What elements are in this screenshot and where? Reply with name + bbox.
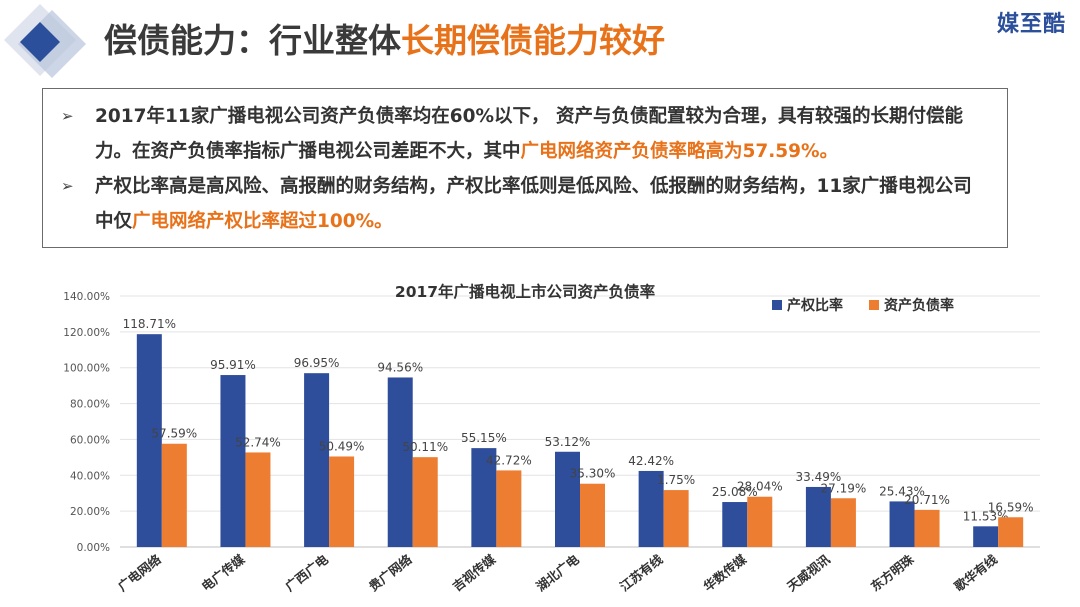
bar-equity-ratio — [555, 451, 580, 547]
bar-equity-ratio — [722, 502, 748, 547]
legend-label-2: 资产负债率 — [884, 297, 954, 314]
bar-equity-ratio — [638, 470, 664, 547]
y-tick-label: 0.00% — [77, 542, 110, 554]
x-tick-label: 贵广网络 — [366, 551, 415, 594]
bullet-1: ➢ 2017年11家广播电视公司资产负债率均在60%以下， 资产与负债配置较为合… — [61, 99, 989, 169]
bar-equity-ratio — [471, 448, 497, 547]
y-tick-label: 40.00% — [70, 470, 110, 482]
bullet-arrow-icon: ➢ — [61, 107, 74, 125]
bar-equity-ratio — [220, 375, 246, 547]
page-title: 偿债能力：行业整体长期偿债能力较好 — [104, 14, 665, 62]
x-tick-label: 江苏有线 — [617, 551, 666, 594]
data-label: 118.71% — [123, 317, 176, 331]
data-label: 96.95% — [294, 356, 340, 370]
bullet-2-text: 产权比率高是高风险、高报酬的财务结构，产权比率低则是低风险、低报酬的财务结构，1… — [95, 176, 972, 232]
bullet-arrow-icon: ➢ — [61, 177, 74, 195]
bar-debt-ratio — [830, 498, 856, 547]
data-label: 1.75% — [657, 473, 695, 487]
data-label: 25.43% — [879, 484, 925, 498]
data-label: 27.19% — [821, 481, 867, 495]
y-tick-label: 20.00% — [70, 506, 110, 518]
bar-debt-ratio — [161, 443, 187, 547]
bar-debt-ratio — [496, 470, 522, 547]
x-tick-label: 湖北广电 — [533, 551, 582, 594]
bar-chart: 0.00% 20.00% 40.00% 60.00% 80.00% 100.00% 120.… — [63, 282, 1040, 594]
bar-equity-ratio — [805, 486, 831, 547]
bar-equity-ratio — [889, 501, 915, 547]
bar-debt-ratio — [580, 483, 605, 547]
data-label: 35.30% — [570, 467, 616, 481]
data-label: 52.74% — [235, 435, 281, 449]
data-label: 11.53% — [963, 509, 1009, 523]
brand-logo: 媒至酷 — [996, 12, 1066, 37]
bar-equity-ratio — [136, 334, 162, 547]
data-label: 33.49% — [796, 470, 842, 484]
bar-debt-ratio — [412, 457, 438, 547]
bar-debt-ratio — [914, 509, 940, 547]
bullet-2: ➢ 产权比率高是高风险、高报酬的财务结构，产权比率低则是低风险、低报酬的财务结构… — [61, 169, 989, 239]
logo-diamonds-icon — [4, 4, 86, 78]
data-label: 57.59% — [151, 427, 197, 441]
data-label: 42.42% — [628, 454, 674, 468]
bar-debt-ratio — [747, 496, 773, 547]
bullet-1-text: 2017年11家广播电视公司资产负债率均在60%以下， 资产与负债配置较为合理，… — [95, 106, 963, 162]
legend-swatch-1 — [772, 300, 782, 310]
data-label: 20.71% — [904, 493, 950, 507]
summary-box: ➢ 2017年11家广播电视公司资产负债率均在60%以下， 资产与负债配置较为合… — [42, 88, 1008, 248]
data-label: 95.91% — [210, 358, 256, 372]
bar-debt-ratio — [663, 490, 689, 547]
data-label: 55.15% — [461, 431, 507, 445]
y-tick-label: 140.00% — [63, 291, 110, 303]
data-label: 25.08% — [712, 485, 758, 499]
data-label: 16.59% — [988, 500, 1034, 514]
data-label: 53.12% — [545, 435, 591, 449]
bar-debt-ratio — [998, 517, 1024, 547]
x-tick-label: 华数传媒 — [700, 551, 749, 594]
bar-debt-ratio — [329, 456, 355, 547]
data-label: 50.49% — [319, 439, 365, 453]
bar-equity-ratio — [304, 373, 330, 547]
legend-label-1: 产权比率 — [787, 297, 843, 314]
data-label: 94.56% — [377, 360, 423, 374]
x-tick-label: 歌华有线 — [951, 551, 1000, 594]
y-tick-label: 60.00% — [70, 434, 110, 446]
data-label: 50.11% — [402, 440, 448, 454]
bar-equity-ratio — [973, 526, 999, 547]
y-tick-label: 100.00% — [63, 363, 110, 375]
x-tick-label: 广西广电 — [282, 551, 331, 594]
x-tick-label: 电广传媒 — [199, 551, 248, 594]
title-prefix: 偿债能力：行业整体 — [104, 21, 401, 60]
bullet-2-highlight: 广电网络产权比率超过100%。 — [132, 211, 393, 232]
bullet-1-highlight: 广电网络资产负债率略高为57.59%。 — [520, 141, 839, 162]
y-tick-label: 80.00% — [70, 399, 110, 411]
x-tick-label: 吉视传媒 — [450, 551, 499, 594]
data-label: 42.72% — [486, 453, 532, 467]
legend-swatch-2 — [869, 300, 879, 310]
title-highlight: 长期偿债能力较好 — [401, 21, 665, 60]
x-tick-label: 广电网络 — [115, 551, 164, 594]
chart-title: 2017年广播电视上市公司资产负债率 — [395, 282, 656, 301]
x-tick-label: 东方明珠 — [868, 551, 917, 594]
bar-debt-ratio — [245, 452, 271, 547]
y-tick-label: 120.00% — [63, 327, 110, 339]
bar-equity-ratio — [387, 377, 413, 547]
data-label: 28.04% — [737, 480, 783, 494]
x-tick-label: 天威视讯 — [784, 551, 833, 594]
